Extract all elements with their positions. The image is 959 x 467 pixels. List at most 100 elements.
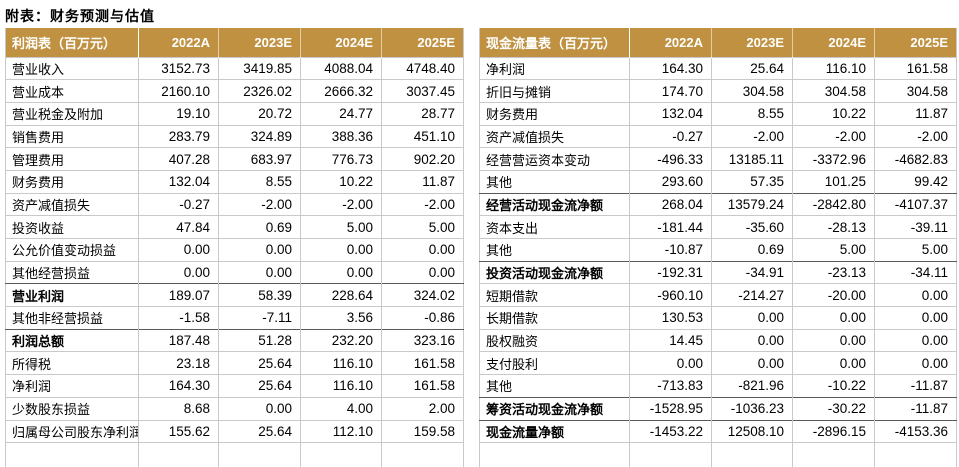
table-row: 资产减值损失 -0.27 -2.00 -2.00 -2.00 [5, 192, 464, 216]
value-cell: 24.77 [300, 101, 382, 126]
value-cell: 161.58 [381, 351, 464, 375]
value-cell: -3372.96 [792, 147, 875, 171]
value-cell: -2.00 [300, 192, 382, 216]
row-label-cell: 资产减值损失 [479, 124, 630, 148]
value-cell: 0.00 [874, 328, 957, 352]
value-cell: 2160.10 [138, 79, 219, 103]
table-row: 资本支出 -181.44 -35.60 -28.13 -39.11 [479, 215, 957, 239]
value-cell: 51.28 [218, 328, 301, 352]
value-cell: -23.13 [792, 260, 875, 284]
row-label-cell: 营业成本 [5, 79, 139, 103]
value-cell: 0.00 [218, 396, 301, 420]
value-cell: 47.84 [138, 215, 219, 239]
value-cell: -1.58 [138, 306, 219, 330]
empty-cell [479, 442, 630, 467]
value-cell: 228.64 [300, 283, 382, 307]
value-cell: -496.33 [629, 147, 712, 171]
column-header-2025e: 2025E [874, 28, 957, 57]
column-header-2022a: 2022A [629, 28, 712, 57]
cashflow-table-title: 现金流量表（百万元） [479, 28, 630, 57]
row-label-cell: 营业利润 [5, 283, 139, 307]
table-row: 管理费用 407.28 683.97 776.73 902.20 [5, 147, 464, 171]
total-row: 经营活动现金流净额 268.04 13579.24 -2842.80 -4107.37 [479, 192, 957, 216]
value-cell: 174.70 [629, 79, 712, 103]
row-label-cell: 营业税金及附加 [5, 101, 139, 126]
table-row: 所得税 23.18 25.64 116.10 161.58 [5, 351, 464, 375]
value-cell: 23.18 [138, 351, 219, 375]
row-label-cell: 少数股东损益 [5, 396, 139, 420]
value-cell: 0.00 [138, 260, 219, 284]
value-cell: 776.73 [300, 147, 382, 171]
value-cell: 161.58 [874, 56, 957, 80]
row-label-cell: 资产减值损失 [5, 192, 139, 216]
value-cell: 0.00 [218, 260, 301, 284]
table-row: 长期借款 130.53 0.00 0.00 0.00 [479, 306, 957, 330]
value-cell: 189.07 [138, 283, 219, 307]
value-cell: 187.48 [138, 328, 219, 352]
value-cell: 0.00 [711, 306, 793, 330]
row-label-cell: 经营营运资本变动 [479, 147, 630, 171]
value-cell: 11.87 [874, 101, 957, 126]
value-cell: 324.02 [381, 283, 464, 307]
table-row: 股权融资 14.45 0.00 0.00 0.00 [479, 328, 957, 352]
value-cell: -34.91 [711, 260, 793, 284]
value-cell: 283.79 [138, 124, 219, 148]
table-row: 公允价值变动损益 0.00 0.00 0.00 0.00 [5, 238, 464, 262]
value-cell: -0.27 [629, 124, 712, 148]
value-cell: 8.55 [711, 101, 793, 126]
value-cell: -4107.37 [874, 192, 957, 216]
column-header-2023e: 2023E [711, 28, 793, 57]
value-cell: 5.00 [792, 238, 875, 262]
value-cell: 323.16 [381, 328, 464, 352]
value-cell: -11.87 [874, 374, 957, 398]
value-cell: -2896.15 [792, 419, 875, 443]
income-table-header-row: 利润表（百万元） 2022A 2023E 2024E 2025E [5, 28, 464, 57]
row-label-cell: 净利润 [479, 56, 630, 80]
row-label-cell: 折旧与摊销 [479, 79, 630, 103]
value-cell: -1453.22 [629, 419, 712, 443]
row-label-cell: 管理费用 [5, 147, 139, 171]
value-cell: -713.83 [629, 374, 712, 398]
value-cell: -2.00 [792, 124, 875, 148]
value-cell: -11.87 [874, 396, 957, 420]
value-cell: 159.58 [381, 419, 464, 443]
value-cell: 0.00 [792, 306, 875, 330]
value-cell: -4682.83 [874, 147, 957, 171]
value-cell: -192.31 [629, 260, 712, 284]
value-cell: 57.35 [711, 169, 793, 194]
value-cell: 161.58 [381, 374, 464, 398]
empty-cell [300, 442, 382, 467]
column-header-2024e: 2024E [792, 28, 875, 57]
value-cell: 3419.85 [218, 56, 301, 80]
row-label-cell: 投资活动现金流净额 [479, 260, 630, 284]
page-title: 附表：财务预测与估值 [5, 9, 155, 25]
value-cell: 0.00 [874, 306, 957, 330]
table-row: 财务费用 132.04 8.55 10.22 11.87 [479, 101, 957, 126]
table-row: 其他非经营损益 -1.58 -7.11 3.56 -0.86 [5, 306, 464, 330]
value-cell: 293.60 [629, 169, 712, 194]
row-label-cell: 销售费用 [5, 124, 139, 148]
income-statement-table: 利润表（百万元） 2022A 2023E 2024E 2025E 营业收入 315… [5, 28, 464, 467]
table-row: 资产减值损失 -0.27 -2.00 -2.00 -2.00 [479, 124, 957, 148]
table-row: 短期借款 -960.10 -214.27 -20.00 0.00 [479, 283, 957, 307]
value-cell: 0.00 [629, 351, 712, 375]
value-cell: -2.00 [711, 124, 793, 148]
value-cell: -821.96 [711, 374, 793, 398]
table-row: 财务费用 132.04 8.55 10.22 11.87 [5, 169, 464, 194]
value-cell: 0.00 [381, 260, 464, 284]
table-row: 营业成本 2160.10 2326.02 2666.32 3037.45 [5, 79, 464, 103]
column-header-2025e: 2025E [381, 28, 464, 57]
value-cell: -7.11 [218, 306, 301, 330]
value-cell: 0.00 [218, 238, 301, 262]
value-cell: 304.58 [874, 79, 957, 103]
table-row: 支付股利 0.00 0.00 0.00 0.00 [479, 351, 957, 375]
value-cell: -2.00 [874, 124, 957, 148]
value-cell: -30.22 [792, 396, 875, 420]
row-label-cell: 筹资活动现金流净额 [479, 396, 630, 420]
value-cell: 5.00 [874, 238, 957, 262]
value-cell: 0.00 [300, 238, 382, 262]
value-cell: 2326.02 [218, 79, 301, 103]
value-cell: 58.39 [218, 283, 301, 307]
value-cell: 902.20 [381, 147, 464, 171]
row-label-cell: 资本支出 [479, 215, 630, 239]
